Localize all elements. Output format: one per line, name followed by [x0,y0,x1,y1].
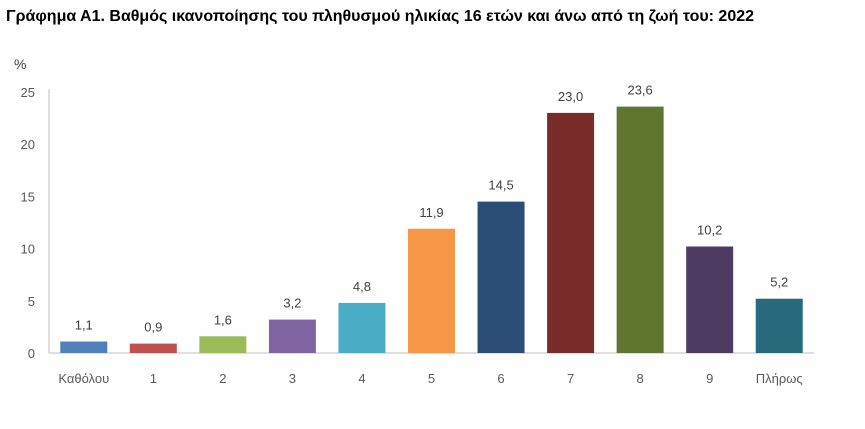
x-tick-label: 7 [567,371,574,386]
x-tick-label: 3 [289,371,296,386]
x-tick-label: 8 [637,371,644,386]
bar [129,343,177,353]
y-tick-label: 10 [21,242,35,257]
bar [616,106,664,353]
bar [60,341,108,353]
data-label: 4,8 [353,279,371,294]
bar [686,246,734,353]
data-label: 11,9 [419,205,443,220]
data-label: 23,0 [558,89,583,104]
bar [477,201,525,353]
y-tick-label: 0 [28,346,35,361]
bar [408,228,455,353]
data-label: 23,6 [627,83,652,98]
bar [338,302,386,353]
x-tick-label: Πλήρως [756,371,803,386]
data-label: 5,2 [770,275,788,290]
x-tick-label: 9 [706,371,713,386]
y-tick-label: 15 [21,189,35,204]
y-tick-label: 20 [21,137,35,152]
x-tick-label: 1 [150,371,157,386]
x-tick-label: 5 [428,371,435,386]
y-tick-label: 25 [21,85,35,100]
x-tick-label: 6 [497,371,504,386]
y-tick-label: 5 [28,294,35,309]
x-tick-label: 2 [219,371,226,386]
x-tick-label: Καθόλου [58,371,109,386]
x-tick-label: 4 [358,371,365,386]
data-label: 3,2 [283,296,301,311]
bar [268,319,316,353]
data-label: 10,2 [697,223,722,238]
data-label: 14,5 [488,178,513,193]
data-label: 0,9 [144,320,162,335]
bar [755,298,803,353]
y-axis-label: % [14,56,26,72]
data-label: 1,1 [75,318,93,333]
data-label: 1,6 [214,312,232,327]
chart-title: Γράφημα Α1. Βαθμός ικανοποίησης του πληθ… [6,8,755,25]
bar [547,112,595,353]
bar [199,336,247,353]
